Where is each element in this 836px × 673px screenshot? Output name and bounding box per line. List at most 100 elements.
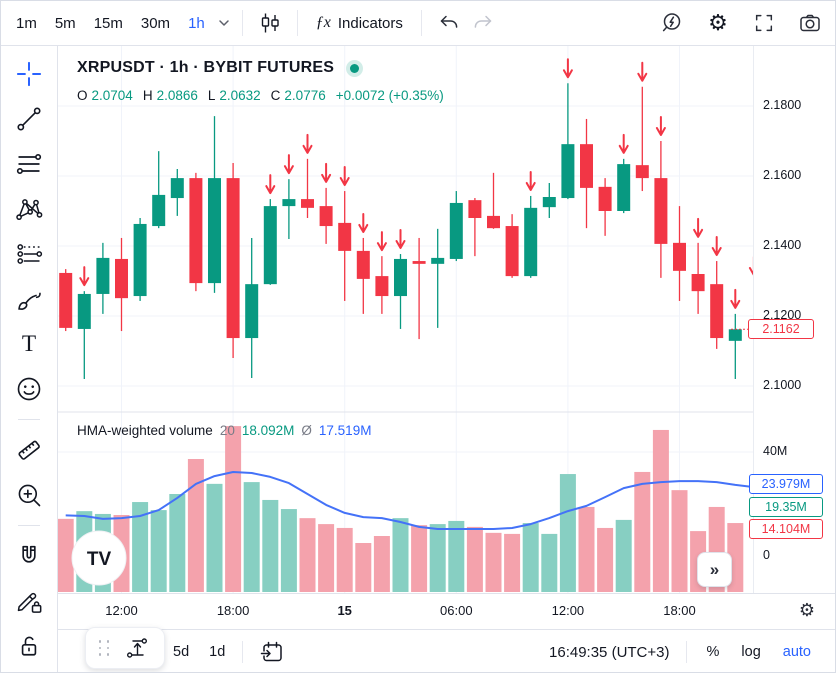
timeframe-30m[interactable]: 30m xyxy=(140,14,171,32)
volume-length: 20 xyxy=(219,423,235,438)
snapshot-button[interactable] xyxy=(793,6,827,40)
tool-zoom-in[interactable] xyxy=(10,476,48,514)
candle-body xyxy=(710,284,724,339)
crosshair-icon xyxy=(16,61,42,87)
volume-legend[interactable]: HMA-weighted volume 20 18.092M Ø 17.519M xyxy=(77,423,371,438)
open-label: O xyxy=(77,88,88,103)
session-clock[interactable]: 16:49:35 (UTC+3) xyxy=(549,643,670,661)
candlestick-style-icon xyxy=(261,13,279,33)
separator xyxy=(241,10,243,36)
sell-marker-arrow-icon xyxy=(693,217,704,238)
high-value: 2.0866 xyxy=(156,88,198,103)
tool-ruler[interactable] xyxy=(10,431,48,469)
log-scale-button[interactable]: log xyxy=(741,644,761,660)
volume-bar xyxy=(169,494,186,592)
chevron-down-icon xyxy=(219,20,229,26)
floating-tool-pill[interactable] xyxy=(85,627,165,669)
candle-body xyxy=(449,202,463,259)
volume-bar xyxy=(280,509,297,592)
scroll-to-recent-button[interactable]: » xyxy=(697,552,732,587)
sell-marker-arrow-icon xyxy=(637,61,648,82)
go-to-date-button[interactable] xyxy=(253,635,291,669)
timeframe-group: 1m 5m 15m 30m 1h xyxy=(7,10,214,37)
tool-emoji[interactable] xyxy=(10,370,48,408)
range-button-5d[interactable]: 5d xyxy=(173,644,190,660)
price-axis[interactable]: 2.1800 2.1600 2.1400 2.1200 2.1000 40M 0 23.979… xyxy=(748,46,835,629)
tool-drawing-lock[interactable] xyxy=(10,582,48,620)
sell-marker-arrow-icon xyxy=(358,212,369,233)
forecast-position-icon xyxy=(17,244,43,264)
tradingview-logo-text: TV xyxy=(87,549,112,570)
candle-body xyxy=(338,222,352,251)
volume-avg-symbol: Ø xyxy=(301,423,312,438)
tool-fib-retracement[interactable] xyxy=(10,145,48,183)
volume-bar xyxy=(522,523,539,592)
symbol-legend[interactable]: XRPUSDT · 1h · BYBIT FUTURES xyxy=(77,59,360,77)
candle-body xyxy=(524,207,538,277)
fullscreen-button[interactable] xyxy=(747,6,781,40)
candle-body xyxy=(263,206,277,285)
tool-forecast-position[interactable] xyxy=(10,235,48,273)
percent-scale-button[interactable]: % xyxy=(706,644,720,660)
timeframe-1m[interactable]: 1m xyxy=(16,14,37,32)
sell-marker-arrow-icon xyxy=(711,236,722,257)
tool-xabcd-pattern[interactable] xyxy=(10,190,48,228)
drag-grip-icon[interactable] xyxy=(98,640,111,656)
candle-body xyxy=(580,144,593,188)
high-label: H xyxy=(142,88,153,103)
timeframe-5m[interactable]: 5m xyxy=(54,14,76,32)
candle-body xyxy=(375,276,389,297)
price-tick-label: 2.1200 xyxy=(763,308,802,322)
candle-body xyxy=(487,215,500,229)
chart-style-button[interactable] xyxy=(253,6,287,40)
camera-snapshot-icon xyxy=(800,14,820,32)
lock-icon xyxy=(21,636,37,656)
price-tick-label: 2.1800 xyxy=(763,98,802,112)
chart-canvas[interactable]: TV xyxy=(58,46,753,593)
fullscreen-icon xyxy=(755,14,773,32)
date-range-group: 5d 1d xyxy=(166,639,232,665)
tool-magnet[interactable] xyxy=(10,537,48,575)
volume-bar xyxy=(466,526,483,592)
timeframe-15m[interactable]: 15m xyxy=(93,14,123,32)
tool-text[interactable]: T xyxy=(10,325,48,363)
range-button-1d[interactable]: 1d xyxy=(209,644,226,660)
alert-icon xyxy=(662,13,681,32)
change-value: +0.0072 (+0.35%) xyxy=(335,88,444,103)
timeframe-1h[interactable]: 1h xyxy=(188,14,205,32)
tool-trend-line[interactable] xyxy=(10,100,48,138)
sell-marker-arrow-icon xyxy=(265,174,276,195)
time-tick-label: 12:00 xyxy=(105,603,138,618)
open-value: 2.0704 xyxy=(91,88,133,103)
tool-crosshair[interactable] xyxy=(10,55,48,93)
timeframe-menu-button[interactable] xyxy=(216,15,232,31)
tool-brush[interactable] xyxy=(10,280,48,318)
settings-button[interactable]: ⚙ xyxy=(701,6,735,40)
tool-lock-all[interactable] xyxy=(10,627,48,665)
alert-button[interactable] xyxy=(655,6,689,40)
sell-marker-arrow-icon xyxy=(395,229,406,250)
volume-bar xyxy=(150,510,167,592)
separator xyxy=(18,419,40,420)
magnet-icon xyxy=(22,545,36,563)
redo-button[interactable] xyxy=(466,6,500,40)
sell-marker-arrow-icon xyxy=(376,231,387,252)
sell-marker-arrow-icon xyxy=(79,266,90,287)
ohlc-legend: O 2.0704 H 2.0866 L 2.0632 C 2.0776 +0.0072 … xyxy=(77,88,444,103)
bottom-toolbar: 5d 1d 16:49:35 (UTC+3) % log auto xyxy=(58,627,835,672)
time-tick-label: 06:00 xyxy=(440,603,473,618)
indicators-button[interactable]: ƒx Indicators xyxy=(308,9,411,37)
candle-body xyxy=(208,178,221,284)
undo-button[interactable] xyxy=(432,6,466,40)
axis-settings-icon[interactable]: ⚙ xyxy=(798,600,815,620)
volume-bar xyxy=(429,524,446,592)
price-tick-label: 2.1400 xyxy=(763,238,802,252)
price-range-tool-icon[interactable] xyxy=(123,634,151,662)
candle-body xyxy=(654,178,668,244)
time-tick-label: 18:00 xyxy=(216,603,250,618)
time-axis[interactable]: ⚙ 12:00 18:00 15 06:00 12:00 18:00 xyxy=(58,593,835,629)
undo-icon xyxy=(440,15,458,28)
candle-body xyxy=(170,178,184,199)
auto-scale-button[interactable]: auto xyxy=(782,644,811,660)
